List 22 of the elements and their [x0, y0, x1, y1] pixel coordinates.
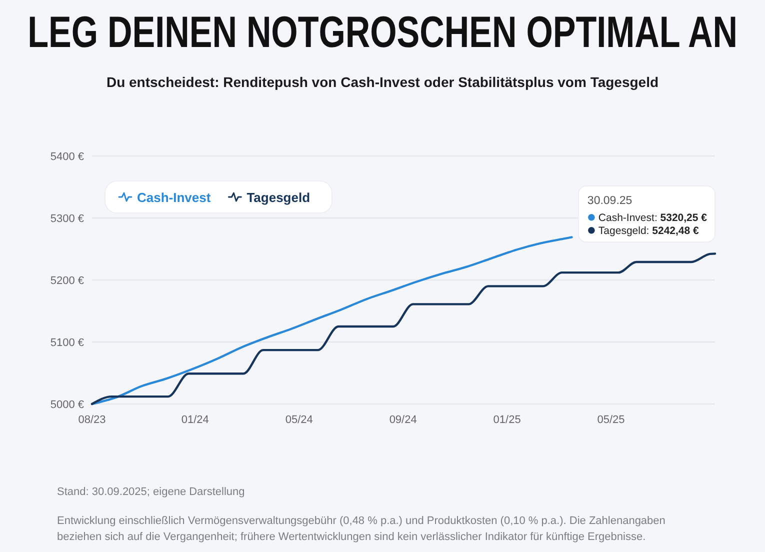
- y-tick-label: 5300 €: [50, 213, 84, 225]
- chart-title: LEG DEINEN NOTGROSCHEN OPTIMAL AN: [28, 8, 738, 58]
- y-tick-label: 5100 €: [50, 337, 84, 349]
- y-tick-label: 5200 €: [50, 275, 84, 287]
- chart-subtitle: Du entscheidest: Renditepush von Cash-Invest oder Stabilitätsplus vom Tagesgeld: [106, 74, 659, 90]
- legend-label: Cash-Invest: [137, 190, 212, 205]
- annotation: Cash-Invest: 5320,25 €: [598, 212, 708, 224]
- text: Stand: 30.09.2025; eigene Darstellung: [57, 486, 245, 498]
- legend-label: Tagesgeld: [246, 190, 310, 205]
- text: Entwicklung einschließlich Vermögensverwaltungsgebühr (0,48 % p.a.) und Produktkosten (0,10 % p.a.). Die Zahlenangaben beziehen sich auf die Vergangenheit; frühere Wertentwicklungen sind kein verlässlicher Indikator für künftige Ergebnisse.: [57, 515, 666, 543]
- line-series: [90, 252, 716, 406]
- annotation: 30.09.25: [587, 195, 632, 207]
- annotation: Tagesgeld: 5242,48 €: [598, 225, 700, 237]
- x-tick-label: 08/23: [78, 414, 106, 426]
- x-tick-label: 01/24: [181, 414, 209, 426]
- x-tick-label: 05/24: [285, 414, 313, 426]
- x-tick-label: 05/25: [597, 414, 625, 426]
- y-tick-label: 5000 €: [50, 399, 84, 411]
- line-series: [90, 236, 573, 406]
- y-tick-label: 5400 €: [50, 151, 84, 163]
- x-tick-label: 01/25: [493, 414, 521, 426]
- x-tick-label: 09/24: [389, 414, 417, 426]
